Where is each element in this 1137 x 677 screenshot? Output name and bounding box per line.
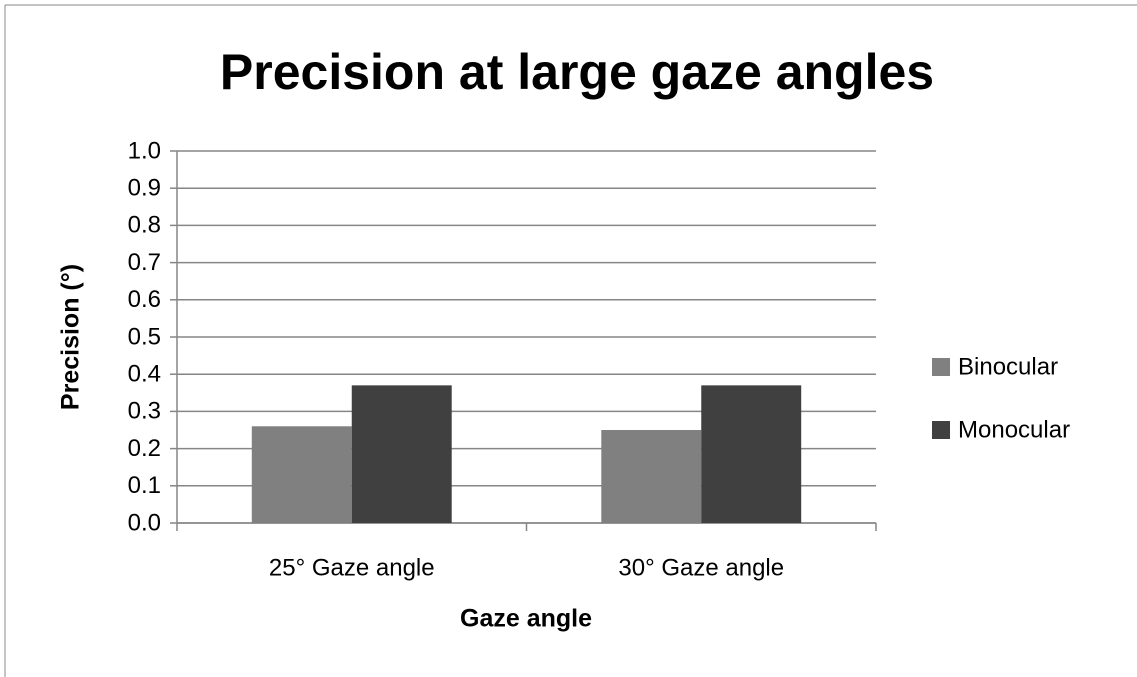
x-axis-title: Gaze angle bbox=[460, 605, 592, 633]
x-tick-label: 25° Gaze angle bbox=[269, 554, 435, 581]
y-tick-label: 0.6 bbox=[128, 286, 161, 313]
y-tick-label: 1.0 bbox=[128, 137, 161, 164]
bar bbox=[701, 385, 802, 523]
chart-title: Precision at large gaze angles bbox=[220, 44, 934, 100]
y-tick-label: 0.1 bbox=[128, 472, 161, 499]
bar bbox=[251, 426, 352, 523]
x-tick-label: 30° Gaze angle bbox=[618, 554, 784, 581]
y-tick-label: 0.9 bbox=[128, 175, 161, 202]
y-tick-label: 0.0 bbox=[128, 509, 161, 536]
legend-label: Binocular bbox=[958, 353, 1058, 380]
y-tick-label: 0.3 bbox=[128, 398, 161, 425]
y-tick-label: 0.2 bbox=[128, 435, 161, 462]
bar bbox=[351, 385, 452, 523]
bar bbox=[601, 430, 702, 523]
y-tick-label: 0.7 bbox=[128, 249, 161, 276]
y-tick-label: 0.8 bbox=[128, 212, 161, 239]
legend-swatch bbox=[932, 358, 950, 376]
y-axis-title: Precision (°) bbox=[57, 264, 85, 410]
y-tick-label: 0.5 bbox=[128, 323, 161, 350]
legend-label: Monocular bbox=[958, 416, 1070, 443]
y-tick-label: 0.4 bbox=[128, 361, 161, 388]
legend-swatch bbox=[932, 421, 950, 439]
